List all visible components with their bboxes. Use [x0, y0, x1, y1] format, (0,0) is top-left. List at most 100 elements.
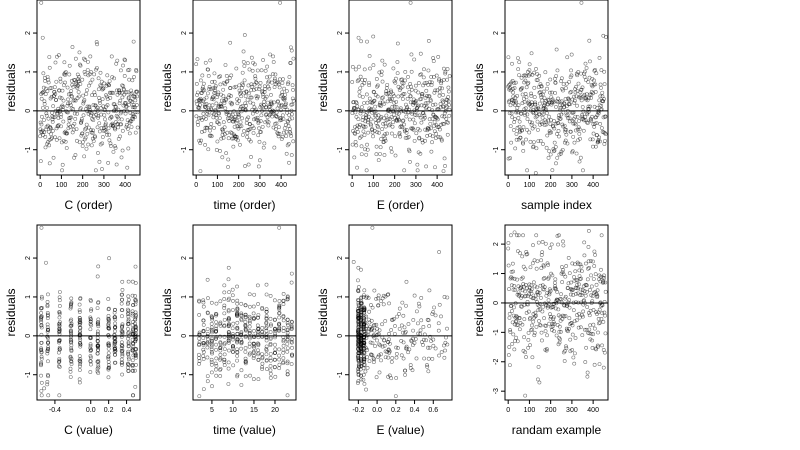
data-point: [237, 98, 241, 103]
x-tick-label: 200: [545, 407, 557, 414]
data-point: [88, 80, 93, 85]
data-point: [557, 113, 562, 118]
data-point: [568, 129, 573, 134]
data-point: [522, 317, 527, 322]
data-point: [600, 311, 605, 316]
data-point: [130, 323, 135, 327]
data-point: [277, 353, 281, 358]
data-point: [376, 158, 381, 163]
data-point: [112, 347, 117, 352]
data-point: [376, 355, 380, 359]
data-point: [515, 315, 520, 320]
data-point: [197, 361, 201, 366]
data-point: [120, 331, 125, 336]
data-point: [521, 282, 526, 286]
data-point: [593, 272, 598, 277]
x-tick-label: 300: [410, 182, 422, 189]
data-point: [591, 259, 595, 264]
data-point: [285, 321, 290, 326]
data-point: [547, 114, 551, 119]
data-point: [250, 68, 255, 73]
data-point: [598, 139, 602, 144]
data-point: [366, 130, 371, 135]
data-point: [214, 336, 218, 341]
data-point: [277, 347, 282, 352]
data-point: [96, 371, 101, 375]
data-point: [389, 146, 393, 151]
data-point: [595, 133, 599, 138]
data-point: [516, 284, 521, 289]
data-point: [289, 325, 294, 329]
data-point: [549, 242, 554, 247]
data-point: [566, 256, 571, 260]
data-point: [562, 101, 566, 106]
x-axis-label: time (value): [213, 423, 276, 437]
data-point: [39, 294, 44, 299]
data-point: [254, 80, 258, 85]
data-point: [218, 74, 223, 79]
data-point: [374, 322, 379, 327]
data-point: [103, 121, 108, 126]
data-point: [63, 139, 68, 144]
data-point: [593, 346, 598, 351]
data-point: [264, 309, 269, 314]
data-point: [241, 49, 246, 54]
data-point: [228, 86, 233, 91]
data-point: [539, 330, 544, 335]
data-point: [68, 103, 73, 107]
data-point: [69, 323, 74, 328]
data-point: [230, 349, 235, 354]
data-point: [81, 101, 86, 106]
x-tick-label: 300: [566, 182, 578, 189]
data-point: [214, 347, 218, 352]
data-point: [366, 295, 371, 300]
data-point: [201, 318, 206, 323]
data-point: [519, 111, 524, 116]
data-point: [421, 337, 426, 342]
data-point: [554, 333, 559, 338]
data-point: [47, 55, 52, 59]
data-point: [88, 355, 93, 360]
data-point: [213, 108, 218, 113]
data-point: [69, 338, 74, 343]
data-point: [590, 114, 594, 119]
data-point: [59, 124, 63, 129]
data-point: [256, 357, 261, 362]
data-point: [273, 127, 278, 131]
data-point: [439, 350, 444, 355]
data-point: [285, 328, 290, 333]
data-point: [264, 314, 269, 318]
data-point: [243, 303, 248, 308]
data-point: [57, 358, 62, 363]
data-point: [420, 138, 425, 143]
data-point: [426, 356, 431, 361]
data-point: [548, 288, 553, 293]
data-point: [377, 130, 381, 135]
data-point: [568, 90, 573, 95]
data-point: [544, 145, 549, 150]
data-point: [130, 78, 135, 83]
data-point: [414, 309, 419, 314]
data-point: [228, 40, 233, 45]
data-point: [394, 351, 399, 356]
data-point: [212, 79, 217, 84]
data-point: [106, 375, 111, 380]
data-point: [239, 318, 244, 323]
y-tick-label: 2: [181, 256, 188, 260]
data-point: [45, 382, 50, 387]
data-point: [260, 307, 265, 312]
data-point: [554, 74, 559, 78]
data-point: [69, 343, 74, 348]
data-point: [573, 90, 578, 95]
data-point: [56, 116, 61, 120]
data-point: [406, 135, 411, 139]
data-point: [544, 122, 549, 127]
x-tick-label: 400: [587, 182, 599, 189]
data-point: [359, 344, 364, 349]
data-point: [225, 78, 230, 83]
data-point: [238, 120, 243, 125]
data-point: [560, 147, 565, 152]
data-point: [590, 294, 595, 299]
data-point: [508, 328, 513, 332]
